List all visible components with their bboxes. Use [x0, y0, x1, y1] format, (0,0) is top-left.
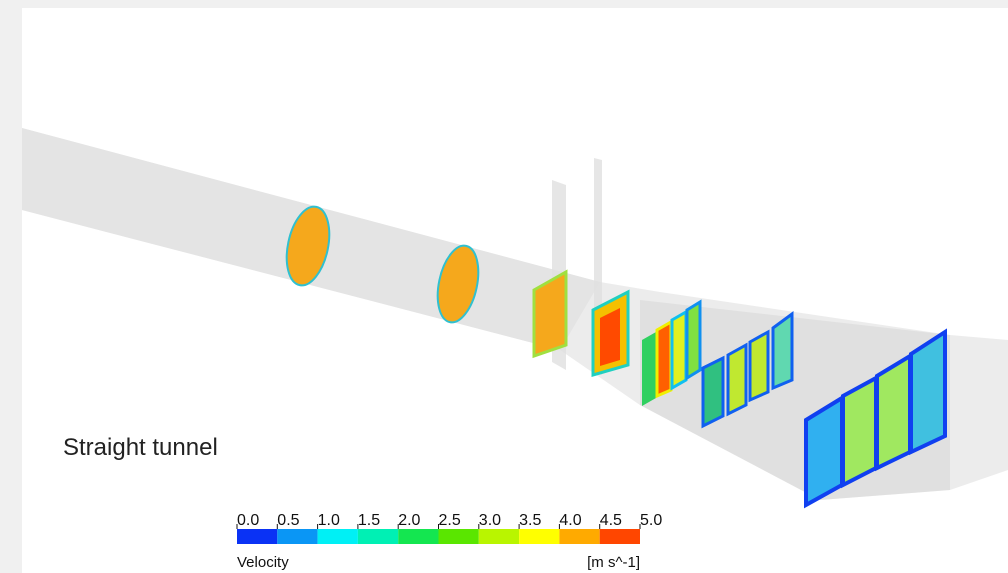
tick-label: 2.0: [398, 512, 420, 529]
tick-label: 2.5: [439, 512, 461, 529]
tick-label: 1.0: [318, 512, 340, 529]
colorbar-segment: [318, 529, 358, 544]
colorbar-segment: [559, 529, 599, 544]
slice-core: [600, 308, 620, 366]
slice: [911, 332, 945, 452]
colorbar-segment: [398, 529, 438, 544]
figure-label: Straight tunnel: [63, 434, 218, 461]
tick-label: 5.0: [640, 512, 662, 529]
tick-label: 3.0: [479, 512, 501, 529]
figure: Straight tunnel Velocity [m s^-1] 0.0 0.5…: [0, 0, 1008, 573]
tick-label: 1.5: [358, 512, 380, 529]
slice: [672, 312, 686, 388]
slice: [877, 356, 910, 468]
colorbar-segment: [600, 529, 640, 544]
tick-label: 4.0: [559, 512, 581, 529]
page: Straight tunnel Velocity [m s^-1] 0.0 0.5…: [0, 0, 1008, 573]
tick-label: 0.5: [277, 512, 299, 529]
colorbar-title: Velocity: [237, 554, 289, 571]
slice: [642, 332, 656, 406]
tick-label: 3.5: [519, 512, 541, 529]
colorbar-segment: [277, 529, 317, 544]
slice: [703, 358, 723, 426]
slice: [843, 378, 876, 485]
colorbar-segment: [358, 529, 398, 544]
slice: [657, 322, 671, 396]
colorbar-unit: [m s^-1]: [587, 554, 640, 571]
tick-label: 4.5: [600, 512, 622, 529]
slice: [773, 314, 792, 388]
tick-label: 0.0: [237, 512, 259, 529]
slice: [728, 345, 746, 414]
slice: [750, 332, 768, 400]
colorbar-segment: [479, 529, 519, 544]
colorbar-segment: [519, 529, 559, 544]
colorbar-segment: [237, 529, 277, 544]
colorbar-segment: [439, 529, 479, 544]
slice: [687, 302, 700, 378]
